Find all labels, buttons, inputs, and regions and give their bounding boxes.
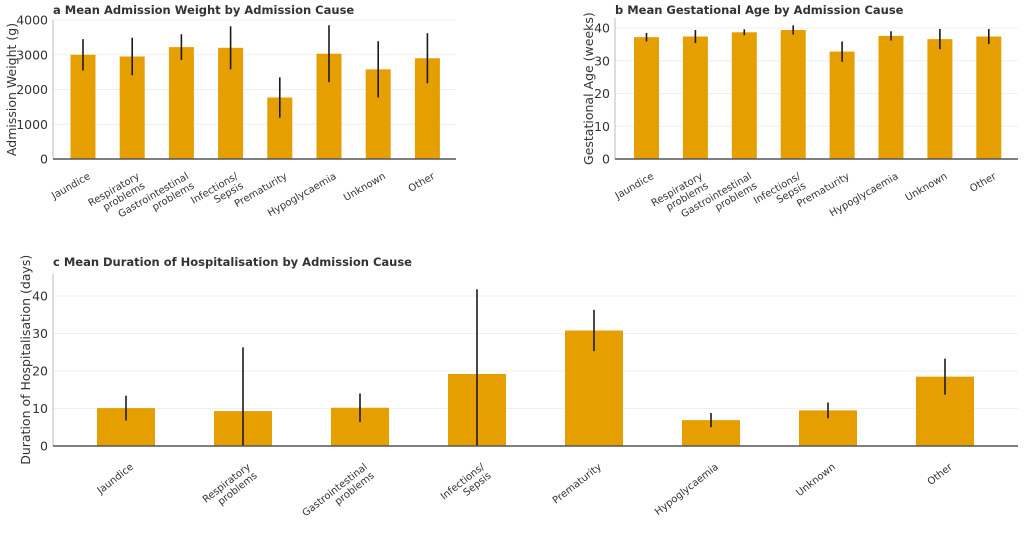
x-tick-label: Other xyxy=(407,171,438,195)
x-tick-label-line: Other xyxy=(407,171,438,195)
y-tick-label: 2000 xyxy=(16,82,48,97)
chart-title: b Mean Gestational Age by Admission Caus… xyxy=(615,3,904,17)
y-tick-label: 0 xyxy=(40,439,48,454)
bar xyxy=(682,36,708,159)
y-tick-label: 10 xyxy=(32,401,48,416)
x-tick-label-line: Jaundice xyxy=(613,171,656,202)
x-tick-label: Unknown xyxy=(904,171,950,204)
y-tick-label: 30 xyxy=(32,326,48,341)
x-tick-label: Unknown xyxy=(794,462,837,499)
x-tick-label: Jaundice xyxy=(95,462,136,497)
y-tick-label: 0 xyxy=(40,152,48,167)
y-tick-label: 4000 xyxy=(16,13,48,28)
x-tick-label: Prematurity xyxy=(551,462,604,507)
x-tick-label-line: Unknown xyxy=(794,462,837,499)
x-tick-label-line: Other xyxy=(926,461,956,488)
panel-b-gestational-age: b Mean Gestational Age by Admission Caus… xyxy=(581,3,1018,220)
x-tick-label-line: Unknown xyxy=(342,171,388,204)
bar xyxy=(976,36,1002,159)
y-axis-label: Admission Weight (g) xyxy=(4,23,19,156)
panel-c-hospitalisation-duration: c Mean Duration of Hospitalisation by Ad… xyxy=(18,255,1018,528)
y-tick-label: 20 xyxy=(594,86,610,101)
x-tick-label: Hypoglycaemia xyxy=(653,462,721,518)
y-tick-label: 3000 xyxy=(16,47,48,62)
y-axis-label: Gestational Age (weeks) xyxy=(581,12,596,165)
x-tick-label: Jaundice xyxy=(49,171,92,202)
x-tick-label-line: Other xyxy=(968,171,999,195)
x-tick-label-line: Hypoglycaemia xyxy=(653,462,721,518)
x-tick-label: Infections/Sepsis xyxy=(439,461,494,511)
chart-title: c Mean Duration of Hospitalisation by Ad… xyxy=(53,255,412,269)
bar xyxy=(168,47,194,160)
bar xyxy=(829,51,855,159)
y-tick-label: 20 xyxy=(32,364,48,379)
x-tick-label-line: Jaundice xyxy=(49,171,92,202)
bar xyxy=(780,29,806,160)
x-tick-label: Other xyxy=(926,461,956,488)
x-tick-label-line: Jaundice xyxy=(95,462,136,497)
bar xyxy=(70,54,96,159)
bar xyxy=(927,39,953,160)
bar xyxy=(634,37,659,159)
y-tick-label: 40 xyxy=(32,289,48,304)
x-tick-label-line: Unknown xyxy=(904,171,950,204)
x-tick-label: Respiratoryproblems xyxy=(201,462,260,515)
bar xyxy=(731,32,757,159)
y-tick-label: 0 xyxy=(602,152,610,167)
y-tick-label: 40 xyxy=(594,21,610,36)
x-tick-label: Jaundice xyxy=(613,171,656,202)
x-tick-label: Other xyxy=(968,171,999,195)
y-tick-label: 1000 xyxy=(16,117,48,132)
x-tick-label: Gastrointestinalproblems xyxy=(301,462,377,528)
x-tick-label-line: Prematurity xyxy=(551,462,604,507)
y-axis-label: Duration of Hospitalisation (days) xyxy=(18,255,33,465)
y-tick-label: 10 xyxy=(594,119,610,134)
chart-title: a Mean Admission Weight by Admission Cau… xyxy=(53,3,354,17)
bar xyxy=(878,35,904,159)
x-tick-label: Unknown xyxy=(342,171,388,204)
y-tick-label: 30 xyxy=(594,53,610,68)
panel-a-admission-weight: a Mean Admission Weight by Admission Cau… xyxy=(4,3,456,220)
